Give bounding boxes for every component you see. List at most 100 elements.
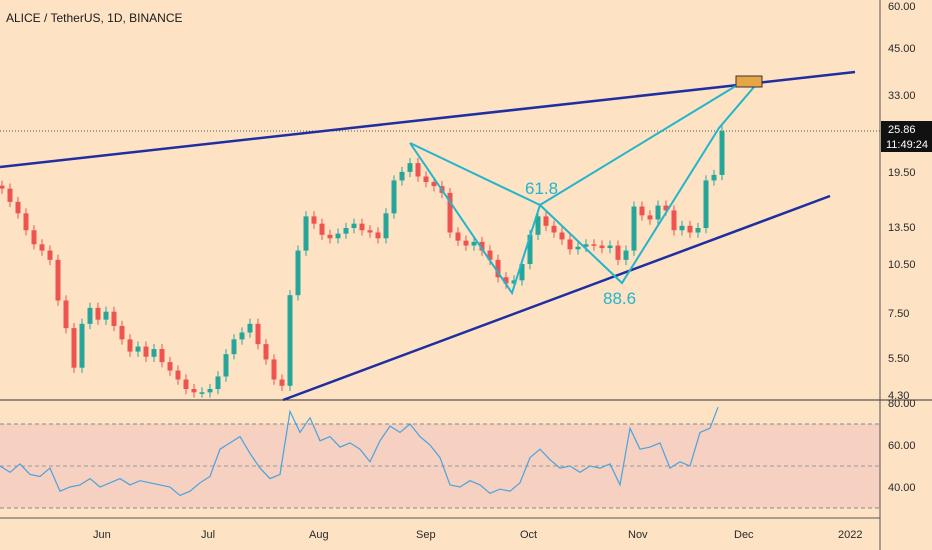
candle-body	[575, 246, 581, 250]
time-tick: Jul	[201, 529, 215, 541]
candle-body	[151, 349, 157, 357]
price-tick: 19.50	[888, 167, 916, 179]
candle-body	[0, 185, 5, 189]
candle-body	[399, 171, 405, 181]
candle-body	[383, 213, 389, 239]
rsi-tick: 40.00	[888, 482, 916, 494]
candle-body	[183, 379, 189, 390]
price-panel[interactable]	[0, 0, 880, 400]
candle-body	[303, 216, 309, 251]
candle-body	[423, 176, 429, 183]
candle-body	[671, 210, 677, 231]
candle-body	[223, 354, 229, 377]
price-tick: 13.50	[888, 222, 916, 234]
candle-body	[343, 228, 349, 234]
candle-body	[447, 192, 453, 233]
candle-body	[519, 264, 525, 281]
candle-body	[31, 230, 37, 245]
fib-label-88-6: 88.6	[603, 289, 636, 308]
candle-body	[623, 250, 629, 260]
candle-body	[615, 245, 621, 260]
candle-body	[655, 205, 661, 220]
fib-label-61-8: 61.8	[525, 179, 558, 198]
candle-body	[79, 323, 85, 368]
candle-body	[543, 216, 549, 226]
candle-body	[535, 216, 541, 235]
price-tick: 10.50	[888, 259, 916, 271]
candle-body	[103, 311, 109, 320]
candle-body	[119, 325, 125, 340]
candle-body	[175, 370, 181, 380]
candle-body	[87, 307, 93, 324]
candle-body	[367, 230, 373, 233]
candle-body	[15, 201, 21, 214]
candle-body	[239, 332, 245, 340]
candle-body	[263, 344, 269, 360]
candle-body	[687, 225, 693, 233]
candle-body	[135, 346, 141, 352]
candle-body	[359, 223, 365, 231]
candle-body	[231, 339, 237, 355]
candle-body	[591, 244, 597, 246]
current-price-badge	[881, 121, 932, 152]
candle-body	[407, 163, 413, 172]
candle-body	[599, 245, 605, 249]
harmonic-leg-bd	[539, 83, 740, 206]
time-tick: Dec	[734, 529, 754, 541]
time-tick: 2022	[838, 529, 862, 541]
candle-body	[311, 216, 317, 224]
target-zone-box[interactable]	[735, 75, 763, 88]
candle-body	[663, 205, 669, 211]
harmonic-pattern-zigzag[interactable]	[409, 79, 761, 296]
candle-body	[431, 182, 437, 187]
price-tick: 5.50	[888, 353, 909, 365]
candle-body	[327, 234, 333, 239]
time-tick: Jun	[93, 529, 111, 541]
candle-body	[335, 233, 341, 239]
candle-body	[391, 180, 397, 214]
candle-body	[287, 295, 293, 386]
channel-upper-line[interactable]	[0, 70, 856, 169]
candle-body	[207, 389, 213, 393]
candle-body	[375, 232, 381, 239]
candle-body	[551, 225, 557, 233]
candle-body	[463, 240, 469, 246]
harmonic-leg-xb	[409, 142, 541, 206]
candle-body	[695, 228, 701, 233]
price-tick: 33.00	[888, 90, 916, 102]
candle-body	[111, 311, 117, 326]
candle-body	[711, 174, 717, 181]
candle-body	[487, 250, 493, 260]
candle-body	[279, 379, 285, 386]
candle-body	[679, 225, 685, 231]
rsi-band	[0, 424, 880, 508]
candle-body	[495, 259, 501, 278]
candle-body	[631, 206, 637, 251]
candle-body	[127, 339, 133, 352]
candle-body	[199, 392, 205, 394]
candle-body	[415, 163, 421, 177]
price-tick: 45.00	[888, 43, 916, 55]
candle-body	[639, 206, 645, 216]
channel-lower-line[interactable]	[282, 194, 831, 402]
price-tick: 4.30	[888, 390, 909, 402]
candle-body	[511, 280, 517, 284]
candle-body	[63, 300, 69, 329]
candle-body	[647, 215, 653, 220]
time-tick: Aug	[309, 529, 329, 541]
candle-body	[471, 241, 477, 246]
candle-body	[39, 244, 45, 251]
candle-body	[583, 244, 589, 247]
candle-body	[271, 359, 277, 380]
candle-body	[167, 362, 173, 371]
candle-body	[527, 234, 533, 264]
candle-body	[159, 349, 165, 363]
candle-body	[479, 241, 485, 251]
current-price-label: 25.86	[888, 124, 916, 136]
candle-body	[23, 213, 29, 231]
candle-body	[559, 232, 565, 240]
price-axis-panel[interactable]	[880, 0, 932, 550]
candle-body	[455, 232, 461, 241]
countdown-label: 11:49:24	[886, 139, 928, 151]
